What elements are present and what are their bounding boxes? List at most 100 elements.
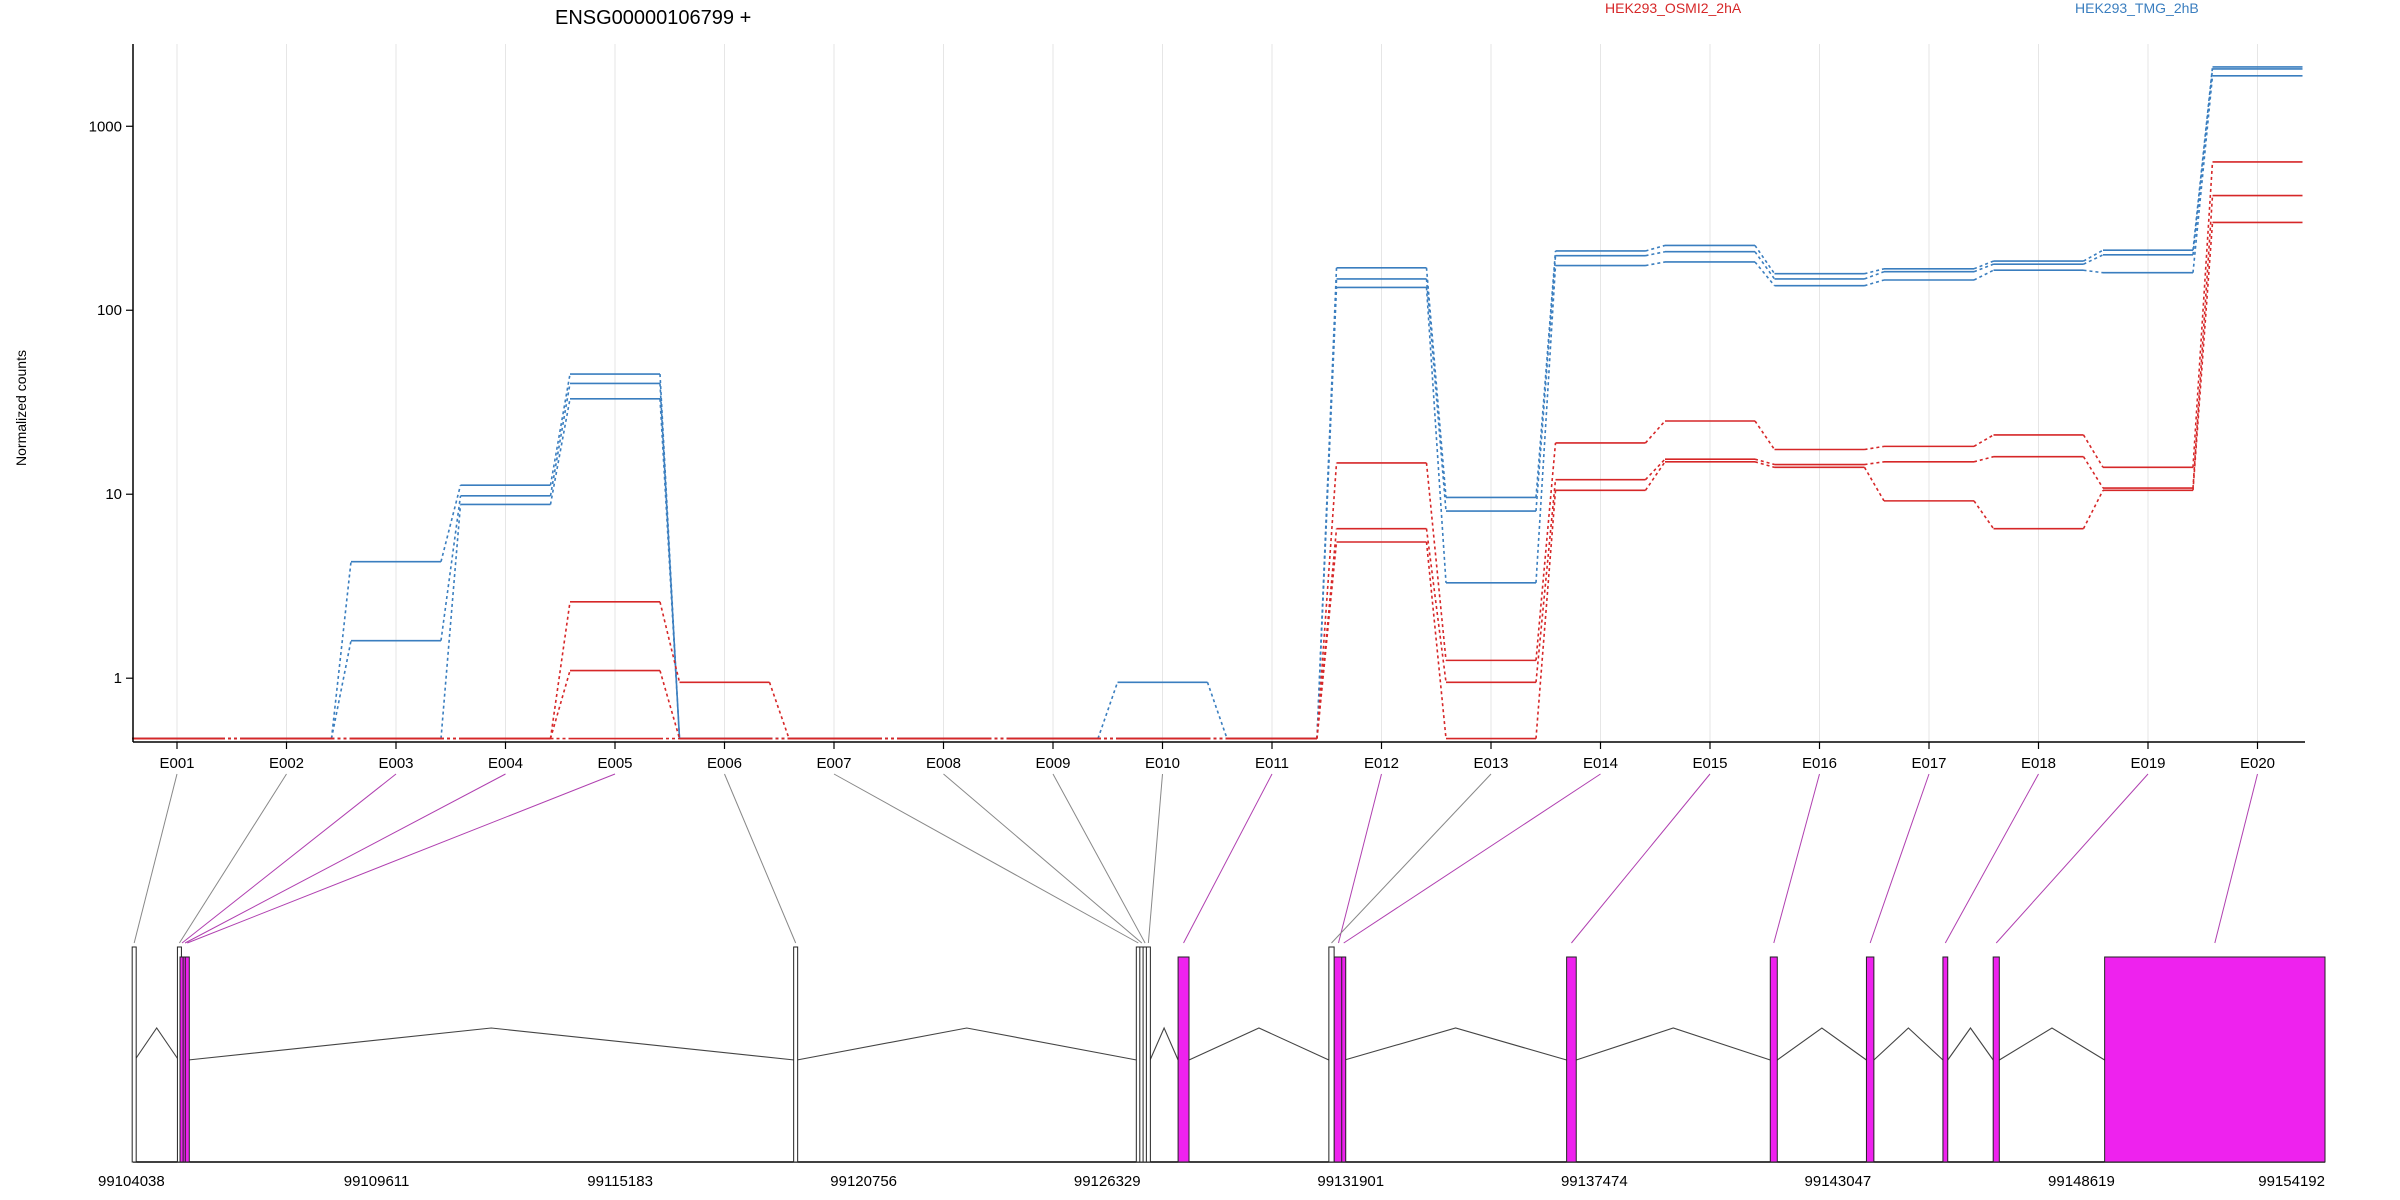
connector-e016: [1773, 773, 1820, 944]
series-5-connector-e019: [2082, 489, 2104, 530]
series-2-connector-e012: [1316, 287, 1338, 739]
connector-e003: [181, 773, 397, 944]
connector-e001: [133, 773, 178, 944]
series-1-connector-e020: [2192, 68, 2214, 255]
genome-tick-label-0: 99104038: [98, 1173, 165, 1190]
intron-13: [1344, 1027, 1567, 1061]
x-tick-label-e019: E019: [2130, 755, 2165, 772]
series-1-connector-e018: [1973, 263, 1994, 273]
genome-tick-label-5: 99131901: [1317, 1173, 1384, 1190]
x-tick-label-e015: E015: [1692, 755, 1727, 772]
series-0-connector-e019: [2083, 249, 2104, 262]
genome-tick-label-8: 99148619: [2048, 1173, 2115, 1190]
grid-layer: [176, 44, 2258, 742]
series-1-connector-e006: [659, 383, 681, 739]
series-3-connector-e012: [1316, 462, 1338, 739]
connector-layer: [133, 773, 2258, 944]
series-layer: [132, 66, 2303, 740]
exon-e011: [1177, 956, 1190, 1163]
connector-e002: [178, 773, 287, 944]
intron-18: [1999, 1027, 2105, 1061]
x-tick-label-e008: E008: [926, 755, 961, 772]
connector-e010: [1147, 773, 1163, 944]
series-1-connector-e016: [1754, 251, 1776, 280]
series-1-connector-e003: [330, 640, 352, 739]
connector-e007: [833, 773, 1139, 944]
series-1-connector-e019: [2083, 254, 2104, 265]
exon-e019: [1992, 956, 2000, 1163]
x-tick-label-e020: E020: [2240, 755, 2275, 772]
series-2-connector-e006: [659, 398, 681, 739]
series-0-connector-e013: [1425, 267, 1447, 498]
x-tick-label-e014: E014: [1583, 755, 1618, 772]
series-4-connector-e020: [2192, 195, 2214, 489]
x-tick-label-e018: E018: [2021, 755, 2056, 772]
series-5-connector-e020: [2192, 222, 2214, 491]
connector-e017: [1869, 773, 1930, 944]
exon-e015: [1566, 956, 1577, 1163]
exon-e020: [2104, 956, 2326, 1163]
x-tick-label-e004: E004: [488, 755, 523, 772]
series-1-connector-e005: [549, 383, 571, 496]
x-tick-label-e009: E009: [1035, 755, 1070, 772]
series-2-connector-e017: [1864, 279, 1885, 287]
connector-e004: [184, 773, 506, 944]
series-2-connector-e013: [1425, 287, 1447, 583]
intron-4: [188, 1027, 795, 1061]
y-tick-label-10: 10: [105, 486, 122, 503]
series-0-connector-e010: [1097, 682, 1119, 739]
exon-e001: [131, 946, 137, 1163]
series-4-connector-e012: [1316, 528, 1338, 739]
connector-e020: [2214, 773, 2258, 944]
x-tick-label-e006: E006: [707, 755, 742, 772]
series-0-connector-e015: [1645, 244, 1666, 252]
series-4-connector-e014: [1535, 479, 1557, 683]
series-3-connector-e005: [549, 601, 571, 739]
connector-e019: [1995, 773, 2149, 944]
series-5-connector-e016: [1754, 461, 1775, 469]
series-2: [132, 75, 2303, 740]
x-tick-label-e016: E016: [1802, 755, 1837, 772]
series-0-connector-e003: [330, 561, 352, 739]
x-tick-label-e003: E003: [378, 755, 413, 772]
y-tick-label-100: 100: [97, 302, 122, 319]
intron-14: [1576, 1027, 1771, 1061]
genome-tick-label-4: 99126329: [1074, 1173, 1141, 1190]
series-5: [132, 221, 2303, 740]
series-4-connector-e017: [1864, 461, 1885, 466]
series-0-connector-e017: [1864, 268, 1885, 275]
series-3-connector-e020: [2192, 161, 2214, 468]
connector-e009: [1052, 773, 1146, 944]
exon-e010: [1145, 946, 1151, 1163]
connector-e005: [187, 773, 616, 944]
series-4: [132, 194, 2303, 740]
series-0-connector-e014: [1535, 250, 1557, 498]
series-5-connector-e015: [1644, 461, 1666, 491]
x-tick-label-e005: E005: [597, 755, 632, 772]
series-5-connector-e013: [1425, 541, 1447, 739]
connector-e015: [1571, 773, 1711, 944]
series-3-connector-e016: [1754, 420, 1776, 450]
connector-e018: [1944, 773, 2039, 944]
series-3: [132, 161, 2303, 740]
series-4-connector-e015: [1644, 458, 1666, 481]
series-0-connector-e011: [1206, 682, 1228, 739]
intron-0: [134, 1027, 179, 1061]
exon-e017: [1865, 956, 1875, 1163]
series-3-connector-e014: [1535, 442, 1557, 661]
legend-label-tmg: HEK293_TMG_2hB: [2075, 0, 2199, 16]
exon-e005: [184, 956, 190, 1163]
x-tick-label-e010: E010: [1145, 755, 1180, 772]
exon-e013: [1328, 946, 1335, 1163]
series-2-connector-e018: [1973, 269, 1994, 281]
intron-17: [1947, 1027, 1994, 1061]
x-tick-label-e013: E013: [1473, 755, 1508, 772]
connector-e006: [724, 773, 797, 944]
exon-e016: [1769, 956, 1778, 1163]
genome-tick-label-6: 99137474: [1561, 1173, 1628, 1190]
series-5-connector-e017: [1863, 466, 1885, 502]
series-3-connector-e015: [1644, 420, 1666, 444]
series-3-connector-e007: [768, 682, 790, 739]
connector-e008: [943, 773, 1143, 944]
